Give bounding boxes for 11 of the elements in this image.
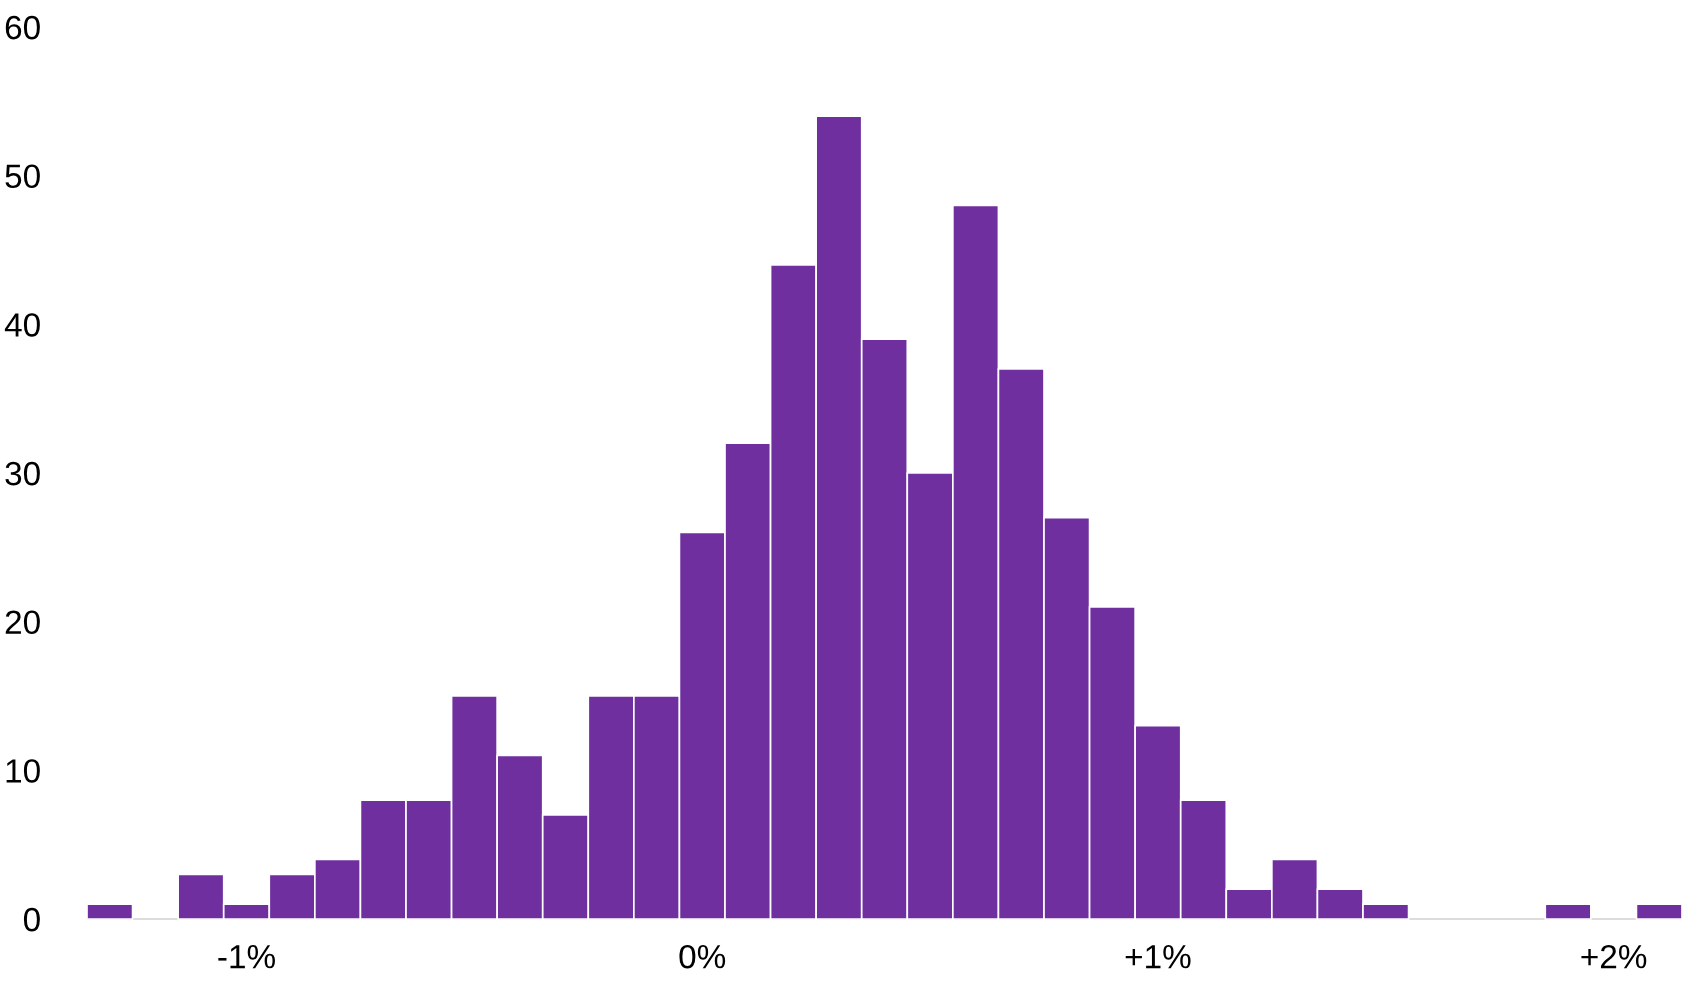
y-tick-label: 50 xyxy=(5,164,40,189)
y-tick-label: 20 xyxy=(5,610,40,635)
x-tick-label: -1% xyxy=(218,945,275,969)
y-tick-label: 60 xyxy=(5,15,40,40)
x-tick-label: +1% xyxy=(1125,945,1191,969)
x-tick-label: 0% xyxy=(679,944,726,969)
y-tick-label: 0 xyxy=(23,907,40,932)
y-tick-label: 40 xyxy=(4,313,40,337)
y-tick-label: 10 xyxy=(6,759,40,783)
y-tick-label: 30 xyxy=(5,461,40,486)
x-tick-label: +2% xyxy=(1581,944,1647,969)
